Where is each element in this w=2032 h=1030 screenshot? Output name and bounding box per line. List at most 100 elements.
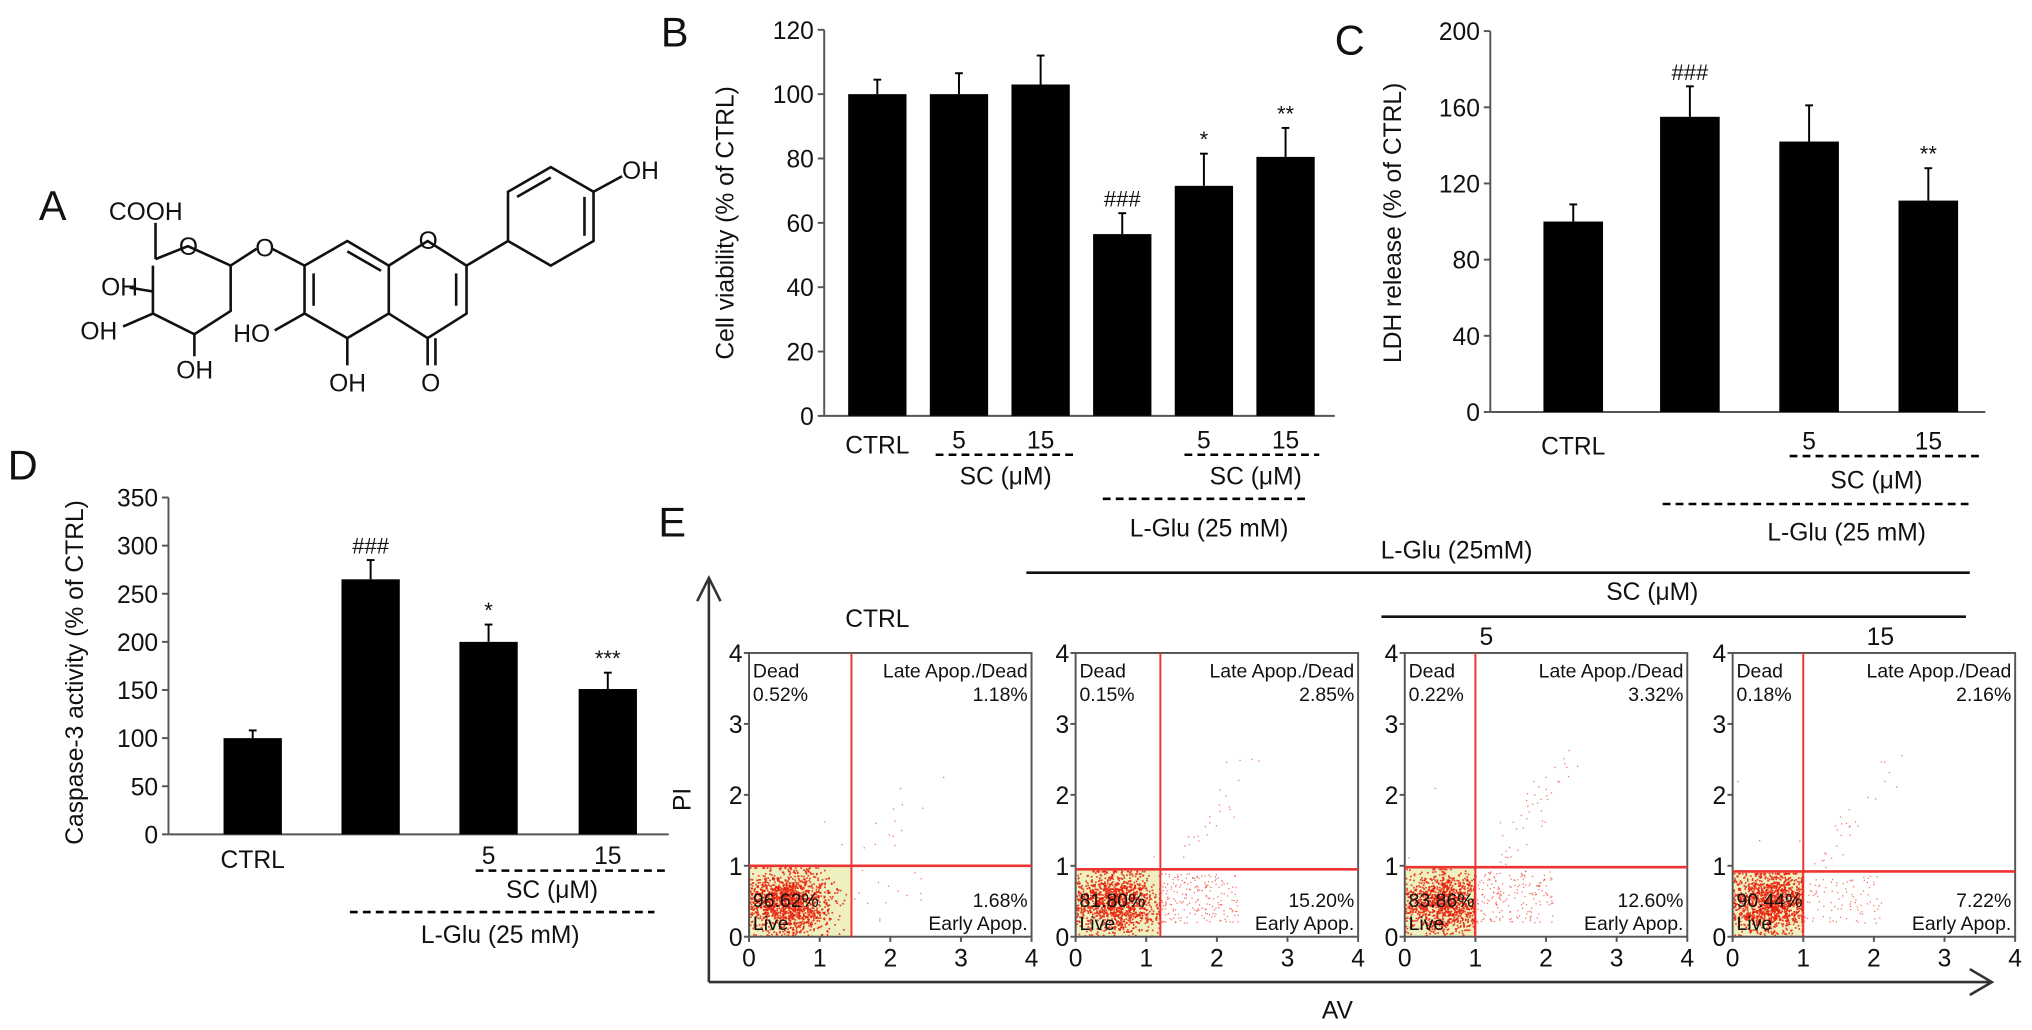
data-point xyxy=(790,890,792,893)
data-point xyxy=(1439,891,1442,893)
data-point xyxy=(1136,903,1139,906)
data-point xyxy=(1434,787,1436,790)
data-point xyxy=(1096,931,1099,934)
data-point xyxy=(1512,821,1514,823)
data-point xyxy=(1109,898,1112,901)
data-point xyxy=(751,920,754,923)
data-point xyxy=(1107,905,1110,908)
data-point xyxy=(1431,911,1433,914)
data-point xyxy=(1796,897,1799,899)
data-point xyxy=(1087,894,1090,897)
data-point xyxy=(1497,893,1499,895)
data-point xyxy=(1410,918,1413,920)
data-point xyxy=(1079,916,1081,919)
data-point xyxy=(1098,899,1101,902)
data-point xyxy=(1163,921,1166,923)
data-point xyxy=(1125,891,1128,894)
data-point xyxy=(826,890,829,892)
data-point xyxy=(1146,877,1148,880)
data-point xyxy=(1466,905,1468,908)
data-point xyxy=(1468,881,1471,884)
data-point xyxy=(802,893,805,896)
data-point xyxy=(818,885,821,887)
data-point xyxy=(1554,766,1556,769)
data-point xyxy=(1449,933,1452,936)
data-point xyxy=(1416,909,1418,912)
data-point xyxy=(1425,892,1428,895)
data-point xyxy=(834,892,836,894)
data-point xyxy=(1426,896,1429,899)
data-point xyxy=(1101,902,1104,905)
data-point xyxy=(1791,914,1793,916)
data-point xyxy=(1410,884,1413,887)
data-point xyxy=(1435,920,1438,923)
data-point xyxy=(1102,902,1105,905)
data-point xyxy=(789,920,792,922)
data-point xyxy=(1443,920,1445,923)
data-point xyxy=(1420,890,1422,892)
data-point xyxy=(802,875,805,878)
data-point xyxy=(797,882,800,884)
data-point xyxy=(1507,905,1510,907)
data-point xyxy=(1483,902,1486,904)
data-point xyxy=(1444,868,1446,871)
data-point xyxy=(1426,903,1429,905)
data-point xyxy=(1415,897,1417,900)
quadrant-name-dead: Dead xyxy=(1409,661,1455,683)
data-point xyxy=(1076,904,1079,907)
data-point xyxy=(1509,911,1511,913)
data-point xyxy=(1132,889,1134,891)
data-point xyxy=(1406,927,1409,930)
data-point xyxy=(1233,900,1235,902)
data-point xyxy=(1482,919,1484,921)
data-point xyxy=(794,887,797,890)
data-point xyxy=(763,905,765,908)
data-point xyxy=(1426,890,1429,893)
data-point xyxy=(1456,912,1458,914)
y-tick-label: 250 xyxy=(117,582,158,609)
significance-label: * xyxy=(1200,127,1209,152)
data-point xyxy=(1152,913,1155,915)
data-point xyxy=(819,917,822,920)
data-point xyxy=(1428,918,1431,920)
data-point xyxy=(1188,902,1191,904)
data-point xyxy=(1230,908,1232,910)
data-point xyxy=(1115,911,1118,914)
data-point xyxy=(1145,914,1148,917)
data-point xyxy=(1453,877,1455,880)
data-point xyxy=(1791,878,1793,881)
data-point xyxy=(1527,910,1529,913)
data-point xyxy=(1432,882,1434,885)
data-point xyxy=(1428,913,1431,916)
data-point xyxy=(752,882,755,884)
data-point xyxy=(1112,877,1114,880)
data-point xyxy=(1466,921,1469,924)
data-point xyxy=(778,923,781,925)
data-point xyxy=(791,885,793,887)
data-point xyxy=(764,872,767,875)
data-point xyxy=(1477,908,1479,910)
data-point xyxy=(1457,892,1460,894)
data-point xyxy=(765,877,767,880)
data-point xyxy=(807,897,810,900)
data-point xyxy=(1552,915,1554,917)
data-point xyxy=(1443,906,1446,909)
data-point xyxy=(1465,929,1468,931)
data-point xyxy=(866,902,869,905)
data-point xyxy=(1108,926,1110,929)
data-point xyxy=(780,891,783,893)
data-point xyxy=(1122,926,1124,929)
data-point xyxy=(1174,921,1177,923)
data-point xyxy=(1793,879,1796,882)
data-point xyxy=(1797,877,1800,879)
data-point xyxy=(1124,897,1126,900)
data-point xyxy=(803,878,806,881)
data-point xyxy=(1440,901,1443,904)
data-point xyxy=(815,916,818,918)
data-point xyxy=(1410,903,1413,906)
data-point xyxy=(1100,893,1103,896)
y-tick-label: 150 xyxy=(117,678,158,705)
data-point xyxy=(1111,881,1113,884)
data-point xyxy=(768,897,770,900)
